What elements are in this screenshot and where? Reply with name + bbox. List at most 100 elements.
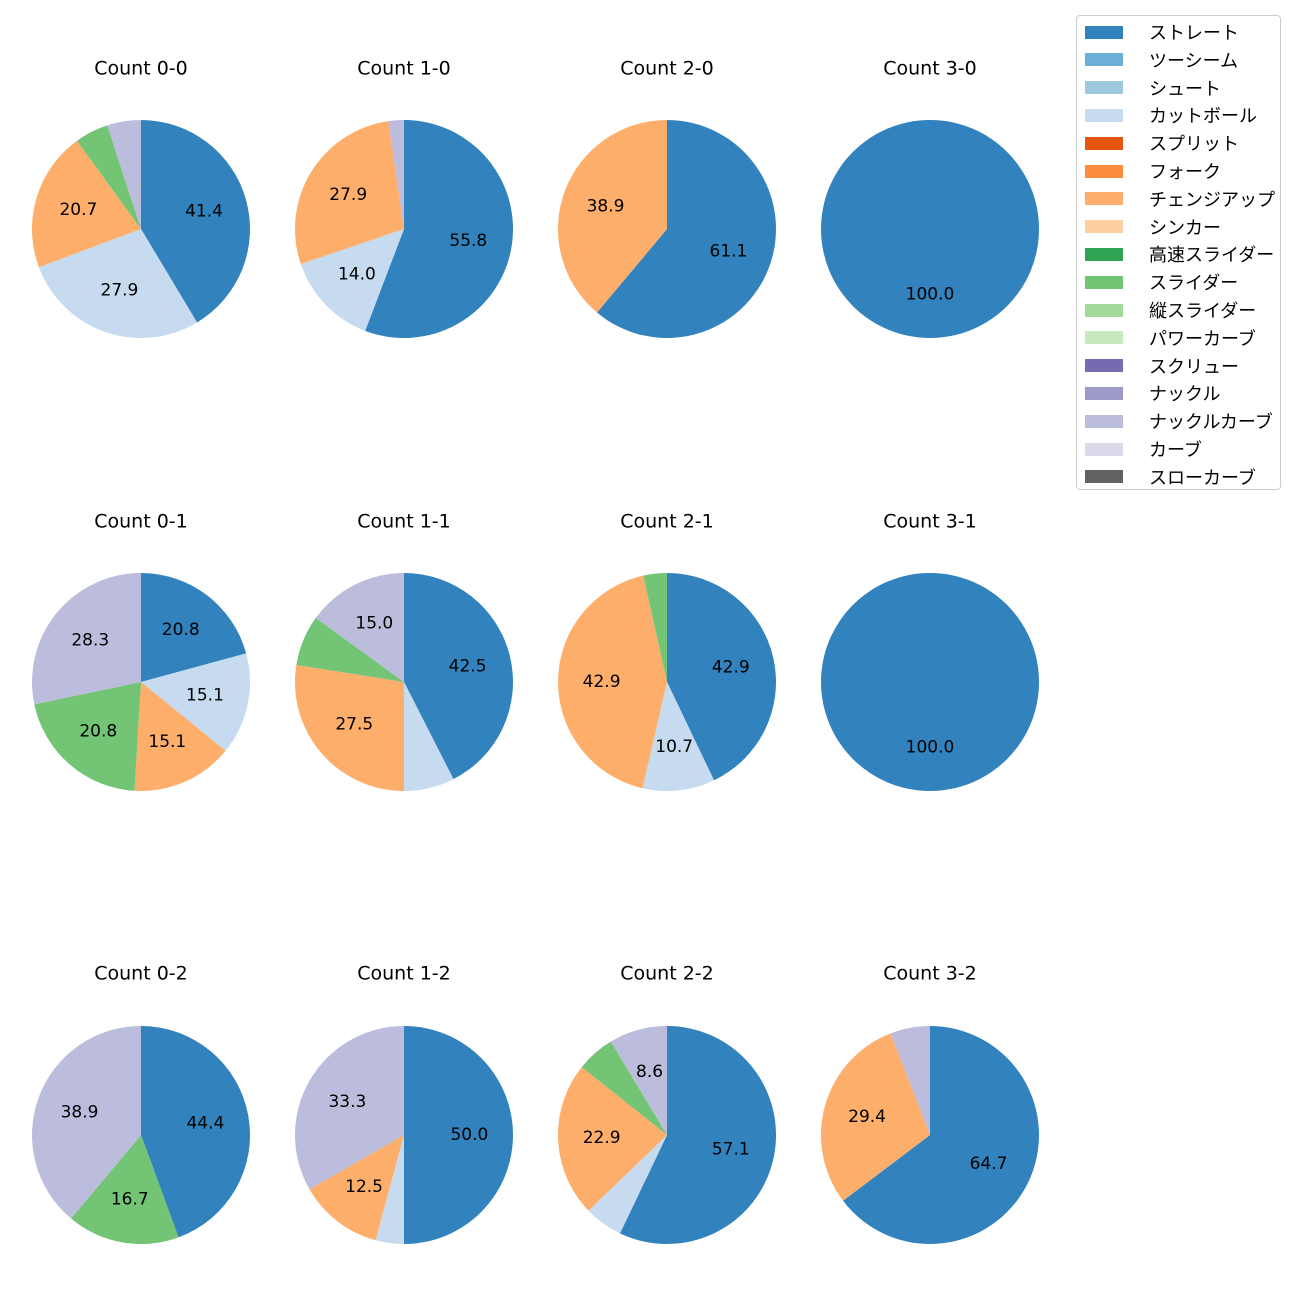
slice-label: 64.7 [970, 1154, 1008, 1174]
slice-label: 42.9 [583, 672, 621, 692]
legend-swatch [1085, 108, 1123, 122]
slice-label: 14.0 [338, 264, 376, 284]
pie-slice [821, 573, 1039, 791]
legend-label: シンカー [1149, 217, 1221, 239]
legend-label: フォーク [1149, 162, 1221, 183]
pie-count-1-0: Count 1-0 55.8 14.0 27.9 [295, 58, 514, 338]
chart-title: Count 2-1 [620, 511, 714, 533]
pie-count-0-2: Count 0-2 44.4 16.7 38.9 [31, 963, 250, 1245]
pie-slice [404, 573, 513, 780]
legend-swatch [1085, 331, 1123, 345]
chart-title: Count 0-1 [94, 511, 188, 533]
legend-swatch [1085, 81, 1123, 95]
legend-label: スプリット [1149, 134, 1239, 156]
slice-label: 28.3 [71, 631, 109, 651]
chart-title: Count 3-0 [883, 58, 977, 80]
pie-slice [295, 1026, 404, 1190]
pie-slice [134, 682, 226, 792]
legend-swatch [1085, 136, 1123, 150]
slice-label: 57.1 [712, 1139, 750, 1159]
legend-item: 高速スライダー [1085, 241, 1274, 267]
pie-slice [404, 682, 454, 791]
slice-label: 15.1 [186, 686, 224, 706]
legend-swatch [1085, 275, 1123, 289]
slice-label: 15.1 [148, 732, 186, 752]
pie-slice [76, 125, 141, 229]
legend-item: フォーク [1085, 158, 1221, 184]
legend-label: スクリュー [1149, 356, 1239, 378]
slice-label: 12.5 [345, 1177, 383, 1197]
legend-item: スローカーブ [1085, 464, 1256, 490]
legend-label: シュート [1149, 78, 1221, 100]
pie-slice [141, 120, 250, 323]
pie-count-1-1: Count 1-1 42.5 27.5 15.0 [294, 511, 513, 791]
legend-label: 高速スライダー [1149, 245, 1275, 267]
legend-item: チェンジアップ [1085, 186, 1275, 212]
chart-title: Count 3-1 [883, 511, 977, 533]
pie-slice [558, 1067, 667, 1211]
pie-slice [404, 1026, 513, 1244]
slice-label: 42.9 [712, 658, 750, 678]
slice-label: 61.1 [710, 241, 748, 261]
slice-label: 20.8 [162, 620, 200, 640]
legend-item: スプリット [1085, 130, 1239, 156]
pie-slice [558, 575, 667, 789]
pie-slice [141, 1026, 250, 1238]
legend-label: チェンジアップ [1149, 189, 1275, 211]
legend-item: スクリュー [1085, 353, 1239, 379]
legend-swatch [1085, 442, 1123, 456]
pie-count-3-2: Count 3-2 64.7 29.4 [820, 963, 1039, 1244]
legend-label: スローカーブ [1149, 467, 1256, 489]
legend-label: ツーシーム [1149, 50, 1239, 72]
slice-label: 42.5 [449, 657, 487, 677]
legend-swatch [1085, 414, 1123, 428]
chart-title: Count 2-0 [620, 58, 714, 80]
slice-label: 27.5 [335, 714, 373, 734]
legend-label: スライダー [1149, 273, 1239, 295]
slice-label: 27.9 [101, 281, 139, 301]
pie-slice [820, 1033, 930, 1201]
legend-item: ツーシーム [1085, 47, 1238, 73]
legend-swatch [1085, 192, 1123, 206]
legend-item: シュート [1085, 75, 1221, 101]
pie-slice [300, 229, 404, 331]
slice-label: 44.4 [186, 1114, 224, 1134]
pie-slice [295, 121, 404, 264]
chart-title: Count 1-0 [357, 58, 451, 80]
pie-slice [32, 140, 141, 268]
legend-item: ストレート [1085, 19, 1239, 45]
chart-title: Count 0-2 [94, 963, 188, 985]
pie-count-3-0: Count 3-0 100.0 [821, 58, 1039, 338]
pie-slice [34, 682, 141, 791]
slice-label: 100.0 [906, 737, 955, 757]
legend-item: ナックルカーブ [1085, 408, 1273, 434]
pie-slice [31, 1025, 141, 1219]
pie-slice [610, 1026, 667, 1135]
legend-item: カーブ [1085, 436, 1202, 462]
legend-item: ナックル [1085, 380, 1220, 406]
legend-swatch [1085, 247, 1123, 261]
pie-count-2-0: Count 2-0 61.1 38.9 [557, 58, 776, 338]
legend-swatch [1085, 220, 1123, 234]
legend-swatch [1085, 164, 1123, 178]
chart-title: Count 0-0 [94, 58, 188, 80]
pie-slice [296, 617, 404, 682]
pie-slice [619, 1026, 777, 1244]
pie-slice [141, 573, 247, 682]
legend-item: スライダー [1085, 269, 1238, 295]
legend-item: 縦スライダー [1085, 297, 1256, 323]
pie-slice [581, 1041, 667, 1135]
pie-slice [141, 653, 251, 751]
slice-label: 33.3 [328, 1092, 366, 1112]
slice-label: 16.7 [111, 1189, 149, 1209]
slice-label: 41.4 [185, 202, 223, 222]
chart-title: Count 1-2 [357, 963, 451, 985]
legend-item: カットボール [1085, 102, 1257, 128]
legend-label: ナックルカーブ [1149, 412, 1273, 434]
slice-label: 55.8 [449, 231, 487, 251]
legend-swatch [1085, 25, 1123, 39]
pie-slice [38, 229, 198, 338]
legend-label: ナックル [1149, 384, 1221, 406]
pie-slice [821, 120, 1039, 338]
pie-slice [388, 120, 404, 229]
